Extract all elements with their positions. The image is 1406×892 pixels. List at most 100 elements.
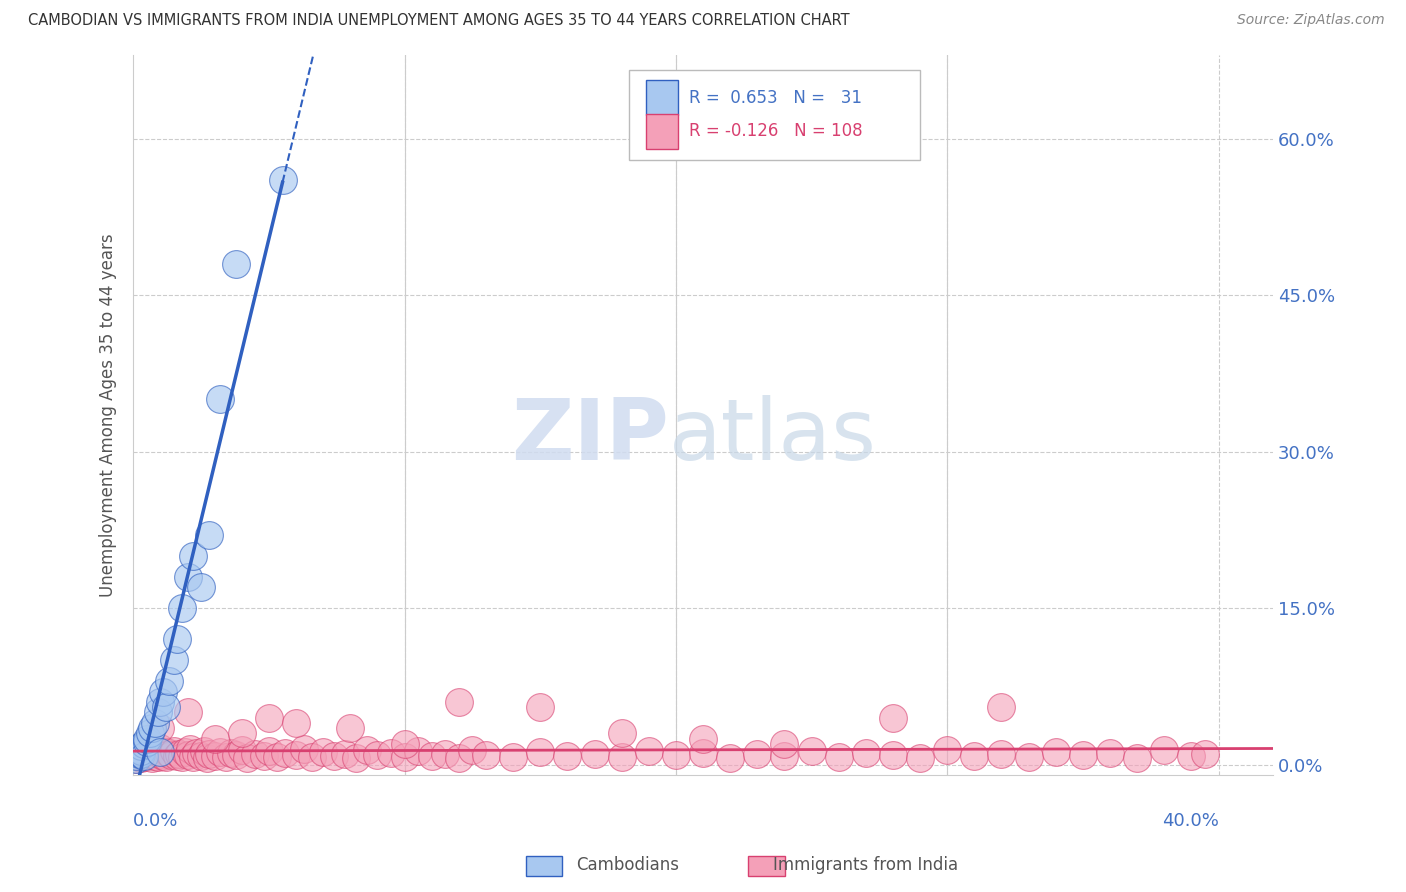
Point: [163, 653, 186, 667]
Point: [141, 747, 163, 762]
Point: [323, 749, 346, 764]
FancyBboxPatch shape: [628, 70, 920, 160]
Text: R =  0.653   N =   31: R = 0.653 N = 31: [689, 88, 862, 107]
Point: [271, 173, 294, 187]
Point: [166, 632, 188, 647]
Point: [190, 749, 212, 764]
Point: [394, 750, 416, 764]
Point: [356, 743, 378, 757]
Point: [193, 744, 215, 758]
Point: [138, 748, 160, 763]
Point: [204, 749, 226, 764]
Point: [155, 700, 177, 714]
Point: [380, 746, 402, 760]
Point: [149, 745, 172, 759]
Point: [274, 746, 297, 760]
Point: [692, 746, 714, 760]
Point: [236, 751, 259, 765]
Point: [252, 749, 274, 764]
Text: Cambodians: Cambodians: [576, 856, 679, 874]
Point: [157, 746, 180, 760]
Point: [366, 748, 388, 763]
Point: [166, 749, 188, 764]
Point: [138, 726, 160, 740]
FancyBboxPatch shape: [647, 80, 678, 115]
Point: [637, 744, 659, 758]
Point: [135, 749, 157, 764]
Point: [131, 739, 153, 753]
Point: [1045, 745, 1067, 759]
Point: [1153, 743, 1175, 757]
Point: [882, 748, 904, 763]
Text: 40.0%: 40.0%: [1161, 812, 1219, 830]
Point: [190, 580, 212, 594]
Point: [131, 744, 153, 758]
Point: [557, 749, 579, 764]
Point: [461, 743, 484, 757]
Point: [125, 749, 148, 764]
Point: [157, 674, 180, 689]
Text: Source: ZipAtlas.com: Source: ZipAtlas.com: [1237, 13, 1385, 28]
Text: 0.0%: 0.0%: [134, 812, 179, 830]
Point: [1071, 748, 1094, 763]
Point: [176, 748, 198, 763]
Point: [610, 750, 633, 764]
Point: [143, 746, 166, 760]
Point: [219, 746, 242, 760]
Point: [963, 749, 986, 764]
Point: [990, 747, 1012, 762]
Point: [434, 747, 457, 762]
Point: [181, 549, 204, 563]
Point: [155, 750, 177, 764]
Point: [128, 745, 150, 759]
Point: [214, 750, 236, 764]
Point: [146, 744, 169, 758]
Point: [141, 721, 163, 735]
Point: [198, 747, 221, 762]
Point: [125, 752, 148, 766]
Point: [936, 743, 959, 757]
Point: [285, 748, 308, 763]
Point: [209, 392, 232, 407]
Point: [160, 748, 183, 763]
Point: [131, 747, 153, 762]
Point: [800, 744, 823, 758]
Point: [143, 715, 166, 730]
Point: [128, 745, 150, 759]
Point: [266, 750, 288, 764]
Point: [134, 749, 156, 764]
Point: [285, 715, 308, 730]
Point: [155, 745, 177, 759]
Point: [172, 750, 194, 764]
Point: [173, 745, 195, 759]
Point: [773, 749, 796, 764]
Point: [138, 743, 160, 757]
Point: [1194, 747, 1216, 762]
Point: [245, 747, 267, 762]
Point: [195, 751, 218, 765]
Point: [135, 731, 157, 746]
Point: [339, 721, 361, 735]
Point: [149, 747, 172, 762]
Point: [529, 700, 551, 714]
Point: [529, 745, 551, 759]
Point: [128, 749, 150, 764]
Point: [990, 700, 1012, 714]
Point: [828, 750, 851, 764]
Point: [665, 748, 688, 763]
Point: [163, 744, 186, 758]
Point: [141, 751, 163, 765]
Point: [447, 751, 470, 765]
Text: CAMBODIAN VS IMMIGRANTS FROM INDIA UNEMPLOYMENT AMONG AGES 35 TO 44 YEARS CORREL: CAMBODIAN VS IMMIGRANTS FROM INDIA UNEMP…: [28, 13, 849, 29]
Point: [225, 257, 247, 271]
Point: [747, 747, 769, 762]
Point: [146, 706, 169, 720]
Point: [333, 747, 356, 762]
Point: [128, 747, 150, 762]
Point: [128, 742, 150, 756]
Point: [882, 711, 904, 725]
Point: [152, 684, 174, 698]
Point: [135, 745, 157, 759]
Point: [181, 750, 204, 764]
Point: [134, 737, 156, 751]
